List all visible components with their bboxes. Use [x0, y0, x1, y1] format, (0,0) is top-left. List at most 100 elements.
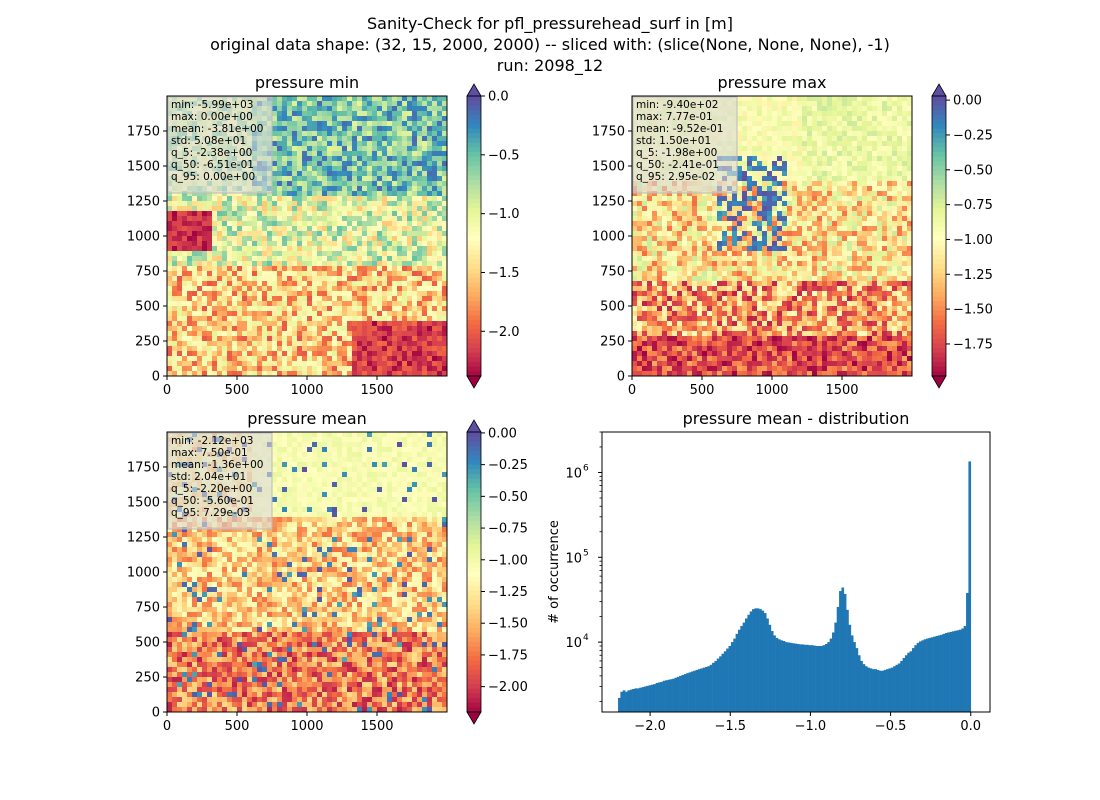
heatmap-cell: [372, 136, 378, 142]
heatmap-cell: [377, 251, 383, 257]
heatmap-cell: [187, 211, 193, 217]
heatmap-cell: [227, 351, 233, 357]
heatmap-cell: [282, 266, 288, 272]
heatmap-cell: [422, 266, 428, 272]
heatmap-cell: [757, 211, 763, 217]
heatmap-cell: [307, 256, 313, 262]
heatmap-cell: [902, 136, 908, 142]
heatmap-cell: [192, 231, 198, 237]
heatmap-cell: [262, 351, 268, 357]
heatmap-cell: [362, 156, 368, 162]
heatmap-cell: [287, 131, 293, 137]
heatmap-cell: [282, 186, 288, 192]
heatmap-cell: [172, 266, 178, 272]
heatmap-cell: [287, 346, 293, 352]
heatmap-cell: [192, 286, 198, 292]
heatmap-cell: [417, 171, 423, 177]
heatmap-cell: [827, 166, 833, 172]
heatmap-cell: [332, 226, 338, 232]
heatmap-cell: [292, 191, 298, 197]
heatmap-cell: [332, 261, 338, 267]
heatmap-cell: [352, 331, 358, 337]
heatmap-cell: [802, 221, 808, 227]
heatmap-cell: [202, 306, 208, 312]
heatmap-cell: [402, 111, 408, 117]
heatmap-cell: [852, 131, 858, 137]
heatmap-cell: [232, 306, 238, 312]
heatmap-cell: [362, 231, 368, 237]
y-tick-label: 1500: [127, 160, 160, 175]
heatmap-cell: [372, 236, 378, 242]
heatmap-cell: [417, 176, 423, 182]
heatmap-cell: [382, 121, 388, 127]
heatmap-cell: [402, 226, 408, 232]
heatmap-cell: [842, 146, 848, 152]
heatmap-cell: [187, 341, 193, 347]
heatmap-cell: [227, 216, 233, 222]
heatmap-cell: [742, 211, 748, 217]
heatmap-cell: [332, 106, 338, 112]
heatmap-cell: [332, 161, 338, 167]
heatmap-cell: [407, 341, 413, 347]
heatmap-cell: [232, 261, 238, 267]
heatmap-cell: [272, 301, 278, 307]
heatmap-cell: [382, 301, 388, 307]
heatmap-cell: [902, 146, 908, 152]
heatmap-cell: [357, 296, 363, 302]
heatmap-cell: [242, 331, 248, 337]
heatmap-cell: [222, 271, 228, 277]
heatmap-cell: [267, 236, 273, 242]
heatmap-cell: [632, 221, 638, 227]
heatmap-cell: [302, 301, 308, 307]
heatmap-cell: [777, 181, 783, 187]
heatmap-cell: [402, 316, 408, 322]
heatmap-cell: [417, 246, 423, 252]
heatmap-cell: [802, 151, 808, 157]
heatmap-cell: [647, 216, 653, 222]
heatmap-cell: [362, 201, 368, 207]
heatmap-cell: [297, 226, 303, 232]
heatmap-cell: [252, 271, 258, 277]
heatmap-cell: [897, 201, 903, 207]
heatmap-cell: [172, 276, 178, 282]
heatmap-cell: [762, 231, 768, 237]
colorbar-tick-label: −2.0: [488, 325, 520, 340]
heatmap-cell: [792, 131, 798, 137]
heatmap-cell: [342, 191, 348, 197]
heatmap-cell: [672, 241, 678, 247]
heatmap-cell: [347, 186, 353, 192]
heatmap-cell: [832, 186, 838, 192]
heatmap-cell: [352, 236, 358, 242]
heatmap-cell: [897, 231, 903, 237]
heatmap-cell: [397, 231, 403, 237]
heatmap-cell: [232, 361, 238, 367]
heatmap-cell: [877, 131, 883, 137]
heatmap-cell: [827, 191, 833, 197]
heatmap-cell: [397, 121, 403, 127]
heatmap-cell: [362, 291, 368, 297]
heatmap-cell: [422, 151, 428, 157]
heatmap-cell: [192, 331, 198, 337]
heatmap-cell: [327, 316, 333, 322]
heatmap-cell: [332, 136, 338, 142]
heatmap-cell: [182, 216, 188, 222]
heatmap-cell: [797, 236, 803, 242]
heatmap-cell: [327, 366, 333, 372]
heatmap-cell: [337, 106, 343, 112]
heatmap-cell: [372, 271, 378, 277]
heatmap-cell: [882, 151, 888, 157]
heatmap-cell: [227, 271, 233, 277]
heatmap-cell: [342, 331, 348, 337]
heatmap-cell: [307, 136, 313, 142]
heatmap-cell: [722, 201, 728, 207]
heatmap-cell: [432, 141, 438, 147]
heatmap-cell: [342, 116, 348, 122]
colorbar-segment: [467, 175, 481, 181]
heatmap-cell: [342, 286, 348, 292]
heatmap-cell: [737, 136, 743, 142]
heatmap-cell: [732, 206, 738, 212]
heatmap-cell: [712, 216, 718, 222]
heatmap-cell: [302, 161, 308, 167]
heatmap-cell: [432, 231, 438, 237]
heatmap-cell: [797, 181, 803, 187]
